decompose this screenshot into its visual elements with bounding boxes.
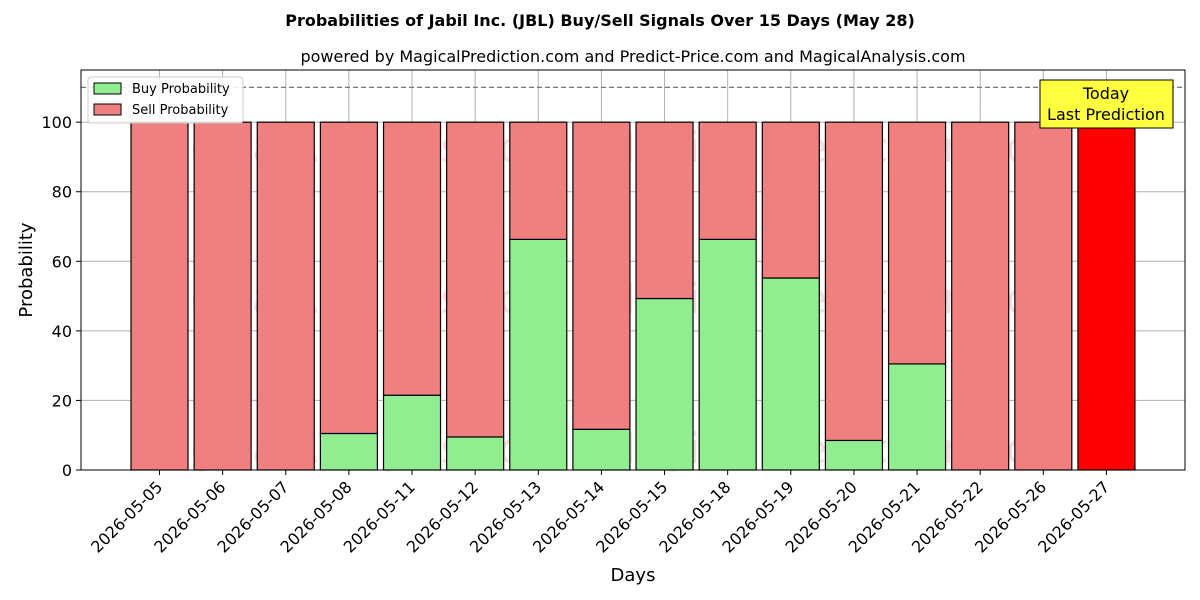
sell-bar [193, 121, 252, 471]
sell-bar [951, 121, 1010, 471]
sell-bar [887, 121, 947, 365]
legend: Buy Probability Sell Probability [87, 76, 244, 124]
annotation-text: Last Prediction [1047, 105, 1165, 124]
buy-bar [446, 436, 505, 471]
bars [130, 121, 1136, 471]
buy-bar [319, 432, 378, 471]
sell-bar [446, 121, 505, 438]
legend-label: Sell Probability [132, 103, 229, 118]
sell-bar [319, 121, 378, 435]
y-tick-label: 100 [41, 113, 72, 132]
buy-bar [887, 363, 947, 471]
legend-box [87, 76, 244, 124]
sell-bar [761, 121, 820, 279]
buy-bar [698, 238, 757, 471]
sell-bar [130, 121, 189, 471]
sell-bar [256, 121, 315, 471]
y-tick-label: 20 [52, 391, 72, 410]
sell-bar [382, 121, 442, 396]
annotation-box: Today Last Prediction [1039, 79, 1174, 129]
sell-bar [509, 121, 568, 240]
sell-bar [635, 121, 694, 300]
buy-bar [572, 428, 631, 471]
plot-frame [80, 69, 1186, 471]
annotation-text: Today [1082, 84, 1129, 103]
y-tick-label: 80 [52, 183, 72, 202]
sell-bar [572, 121, 631, 430]
legend-label: Buy Probability [132, 82, 230, 97]
y-tick-label: 60 [52, 252, 72, 271]
annotation-box-rect [1039, 79, 1174, 129]
buy-bar [635, 297, 694, 471]
y-tick-label: 0 [62, 461, 72, 480]
sell-bar [698, 121, 757, 240]
chart-title: Probabilities of Jabil Inc. (JBL) Buy/Se… [285, 11, 915, 30]
buy-bar [824, 439, 884, 471]
y-tick-label: 40 [52, 322, 72, 341]
buy-bar [509, 238, 568, 471]
buy-bar [382, 394, 442, 471]
buy-bar [761, 277, 820, 471]
x-axis-label: Days [611, 565, 656, 586]
sell-bar [824, 121, 884, 442]
y-axis-label: Probability [16, 222, 37, 317]
highlight-sell-bar [1077, 121, 1136, 471]
sell-bar [1014, 121, 1073, 471]
x-axis: 2026-05-052026-05-062026-05-072026-05-08… [87, 470, 1113, 557]
legend-swatch [93, 82, 122, 95]
y-axis: 0 20 40 60 80 100 [41, 113, 81, 480]
legend-swatch [93, 103, 122, 116]
chart-subtitle: powered by MagicalPrediction.com and Pre… [300, 47, 965, 66]
